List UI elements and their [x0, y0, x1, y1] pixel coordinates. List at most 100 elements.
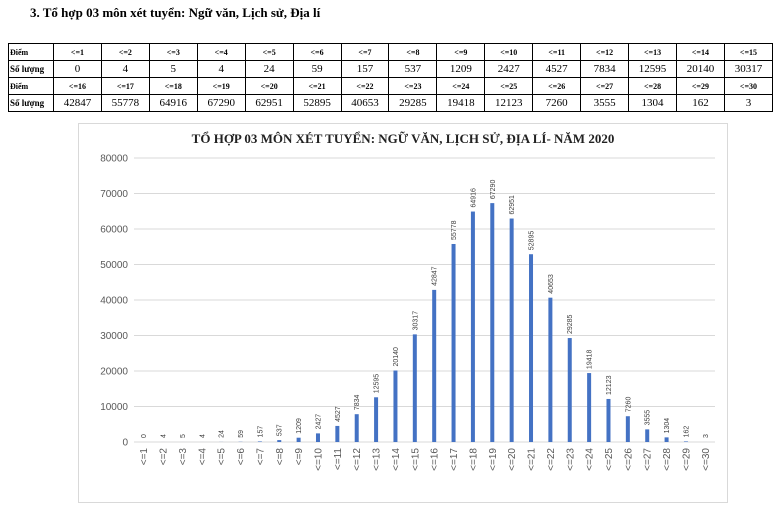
- table-cell-count: 4527: [532, 60, 582, 78]
- bar: [412, 334, 417, 442]
- bar: [509, 218, 514, 442]
- table-cell-score: <=23: [388, 77, 438, 95]
- table-cell-count: 52895: [292, 94, 342, 112]
- bar: [683, 441, 688, 442]
- bar: [315, 433, 320, 442]
- x-tick-label: <=20: [507, 448, 518, 471]
- data-label: 42847: [432, 266, 439, 286]
- table-cell-score: <=3: [148, 43, 198, 61]
- bar: [335, 425, 340, 442]
- bar: [606, 398, 611, 442]
- data-label: 5: [180, 434, 187, 438]
- x-tick-label: <=28: [662, 448, 673, 471]
- table-cell-count: 19418: [436, 94, 486, 112]
- data-label: 24: [219, 430, 226, 438]
- table-row-counts-1: Số lượng 0 4 5 4 24 59 157 537 1209 2427…: [8, 60, 774, 78]
- x-axis-ticks: <=1 <=2 <=3 <=4 <=5 <=6 <=7 <=8 <=9 <=10 <=11 <=12 <…: [139, 448, 712, 471]
- table-row-counts-2: Số lượng 42847 55778 64916 67290 62951 5…: [8, 94, 774, 112]
- data-label: 7260: [625, 397, 632, 413]
- x-tick-label: <=9: [294, 448, 305, 466]
- table-cell-score: <=22: [340, 77, 390, 95]
- bar: [296, 437, 301, 442]
- table-cell-count: 3555: [580, 94, 630, 112]
- data-label: 52895: [529, 231, 536, 251]
- x-tick-label: <=15: [410, 448, 421, 471]
- table-cell-count: 67290: [196, 94, 246, 112]
- table-cell-count: 62951: [244, 94, 294, 112]
- data-label: 7834: [354, 395, 361, 411]
- table-cell-count: 24: [244, 60, 294, 78]
- x-tick-label: <=1: [139, 448, 150, 466]
- table-cell-count: 42847: [53, 94, 102, 112]
- data-label: 4: [199, 434, 206, 438]
- x-tick-label: <=17: [449, 448, 460, 471]
- bar: [277, 440, 282, 442]
- table-cell-count: 12123: [484, 94, 534, 112]
- x-tick-label: <=24: [585, 448, 596, 471]
- data-label: 67290: [490, 180, 497, 200]
- data-label: 55778: [451, 220, 458, 240]
- data-label: 537: [277, 424, 284, 436]
- y-axis-ticks: 0 10000 20000 30000 40000 50000 60000 70000 8000…: [100, 154, 128, 449]
- table-cell-count: 4: [100, 60, 150, 78]
- x-tick-label: <=12: [352, 448, 363, 471]
- table-cell-count: 3: [723, 94, 774, 112]
- table-cell-score: <=9: [436, 43, 486, 61]
- table-cell-score: <=29: [675, 77, 725, 95]
- bar: [645, 429, 650, 442]
- y-tick-label: 0: [122, 438, 128, 449]
- table-cell-count: 64916: [148, 94, 198, 112]
- data-label: 0: [141, 434, 148, 438]
- x-tick-label: <=11: [333, 448, 344, 470]
- table-cell-score: <=11: [532, 43, 582, 61]
- bar: [354, 414, 359, 442]
- table-cell-count: 2427: [484, 60, 534, 78]
- row-label-score: Điểm: [8, 43, 54, 61]
- x-tick-label: <=13: [372, 448, 383, 471]
- chart-title: TỔ HỢP 03 MÔN XÉT TUYỂN: NGỮ VĂN, LỊCH S…: [192, 131, 615, 146]
- data-label: 157: [257, 426, 264, 438]
- y-tick-label: 30000: [100, 331, 128, 342]
- table-cell-count: 157: [340, 60, 390, 78]
- x-tick-label: <=27: [643, 448, 654, 471]
- bar: [567, 338, 572, 442]
- x-tick-label: <=14: [391, 448, 402, 471]
- table-cell-count: 59: [292, 60, 342, 78]
- x-tick-label: <=25: [604, 448, 615, 471]
- table-cell-score: <=15: [723, 43, 774, 61]
- y-tick-label: 20000: [100, 367, 128, 378]
- data-label: 64916: [470, 188, 477, 208]
- table-cell-score: <=17: [100, 77, 150, 95]
- table-cell-count: 162: [675, 94, 725, 112]
- bars: [161, 203, 708, 442]
- table-cell-score: <=6: [292, 43, 342, 61]
- bar: [587, 373, 592, 442]
- table-row-scores-1: Điểm <=1 <=2 <=3 <=4 <=5 <=6 <=7 <=8 <=9…: [8, 43, 774, 61]
- chart-area: TỔ HỢP 03 MÔN XÉT TUYỂN: NGỮ VĂN, LỊCH S…: [78, 123, 728, 503]
- bar-chart: TỔ HỢP 03 MÔN XÉT TUYỂN: NGỮ VĂN, LỊCH S…: [100, 131, 715, 471]
- x-tick-label: <=10: [313, 448, 324, 471]
- bar: [470, 211, 475, 442]
- bar: [625, 416, 630, 442]
- y-tick-label: 60000: [100, 225, 128, 236]
- x-tick-label: <=18: [468, 448, 479, 471]
- row-label-score: Điểm: [8, 77, 54, 95]
- data-label: 62951: [509, 195, 516, 215]
- x-tick-label: <=22: [546, 448, 557, 471]
- data-label: 162: [683, 426, 690, 438]
- bar: [451, 243, 456, 442]
- section-heading: 3. Tổ hợp 03 môn xét tuyển: Ngữ văn, Lịc…: [30, 5, 321, 20]
- data-label: 4: [161, 434, 168, 438]
- x-tick-label: <=21: [527, 448, 538, 471]
- data-label: 1209: [296, 418, 303, 434]
- table-cell-count: 4: [196, 60, 246, 78]
- data-label: 30317: [412, 311, 419, 331]
- data-label: 12123: [606, 375, 613, 395]
- table-cell-score: <=18: [148, 77, 198, 95]
- score-distribution-table: Điểm <=1 <=2 <=3 <=4 <=5 <=6 <=7 <=8 <=9…: [8, 43, 774, 112]
- data-label: 12595: [374, 374, 381, 394]
- table-cell-score: <=8: [388, 43, 438, 61]
- x-tick-label: <=3: [178, 448, 189, 466]
- data-label: 40653: [548, 274, 555, 294]
- y-tick-label: 80000: [100, 154, 128, 165]
